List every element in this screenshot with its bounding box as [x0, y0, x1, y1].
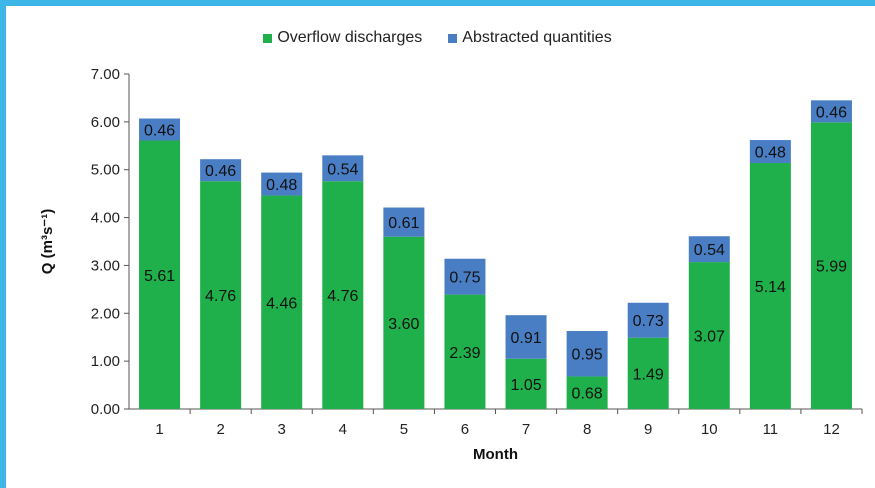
bar-abstracted: [688, 236, 730, 263]
y-tick-label: 7.00: [91, 66, 120, 83]
data-label-overflow: 4.76: [205, 288, 236, 305]
bar-overflow: [200, 181, 242, 409]
legend-label-abstracted: Abstracted quantities: [462, 29, 612, 46]
x-tick-label: 3: [278, 421, 286, 438]
data-label-abstracted: 0.46: [816, 104, 847, 121]
y-axis-title: Q (m³s⁻¹): [39, 209, 56, 274]
data-label-abstracted: 0.54: [327, 161, 358, 178]
data-label-abstracted: 0.48: [755, 145, 786, 162]
data-label-overflow: 3.07: [694, 329, 725, 346]
data-label-overflow: 3.60: [388, 316, 419, 333]
data-label-abstracted: 0.46: [205, 163, 236, 180]
bar-overflow: [688, 262, 730, 409]
data-label-abstracted: 0.95: [572, 347, 603, 364]
y-tick-label: 5.00: [91, 162, 120, 179]
bar-abstracted: [200, 159, 242, 182]
frame-top-border: [0, 0, 875, 6]
bar-abstracted: [444, 258, 486, 295]
data-label-overflow: 5.14: [755, 279, 786, 296]
data-label-abstracted: 0.75: [449, 270, 480, 287]
bar-overflow: [322, 181, 364, 409]
x-tick-label: 10: [701, 421, 718, 438]
legend-item-overflow: Overflow discharges: [263, 29, 422, 47]
data-label-abstracted: 0.91: [510, 330, 541, 347]
bar-abstracted: [627, 302, 669, 338]
data-label-overflow: 4.46: [266, 295, 297, 312]
y-tick-label: 0.00: [91, 401, 120, 418]
bar-abstracted: [261, 172, 303, 196]
data-label-overflow: 1.05: [510, 377, 541, 394]
bar-overflow: [810, 122, 852, 409]
bar-abstracted: [566, 330, 608, 377]
legend-label-overflow: Overflow discharges: [277, 29, 423, 46]
data-label-abstracted: 0.48: [266, 177, 297, 194]
data-label-abstracted: 0.46: [144, 123, 175, 140]
bar-abstracted: [383, 207, 425, 237]
x-tick-label: 5: [400, 421, 408, 438]
x-axis-title: Month: [473, 446, 518, 463]
chart-legend: Overflow discharges Abstracted quantitie…: [0, 29, 875, 47]
data-label-abstracted: 0.54: [694, 242, 725, 259]
y-tick-label: 3.00: [91, 257, 120, 274]
bar-overflow: [383, 236, 425, 409]
x-tick-label: 1: [155, 421, 163, 438]
bar-overflow: [627, 337, 669, 409]
legend-swatch-overflow: [263, 33, 273, 43]
bar-overflow: [139, 140, 181, 409]
bar-abstracted: [139, 118, 181, 141]
x-tick-label: 11: [763, 421, 779, 438]
y-tick-label: 6.00: [91, 114, 120, 131]
x-tick-label: 9: [644, 421, 652, 438]
x-tick-label: 7: [522, 421, 530, 438]
x-tick-label: 8: [583, 421, 591, 438]
x-tick-label: 12: [823, 421, 840, 438]
data-label-overflow: 0.68: [572, 386, 603, 403]
bar-overflow: [444, 294, 486, 409]
bar-overflow: [749, 163, 791, 409]
bar-overflow: [566, 376, 608, 409]
x-tick-label: 4: [339, 421, 347, 438]
bar-abstracted: [505, 315, 547, 359]
bar-abstracted: [810, 100, 852, 123]
bar-overflow: [505, 358, 547, 409]
y-tick-label: 1.00: [91, 353, 120, 370]
x-tick-label: 2: [216, 421, 224, 438]
frame-left-border: [0, 0, 6, 488]
y-tick-label: 4.00: [91, 210, 120, 227]
legend-swatch-abstracted: [448, 33, 458, 43]
legend-item-abstracted: Abstracted quantities: [448, 29, 612, 47]
data-label-overflow: 1.49: [633, 366, 664, 383]
bar-overflow: [261, 195, 303, 409]
data-label-overflow: 5.61: [144, 268, 175, 285]
y-tick-label: 2.00: [91, 305, 120, 322]
bar-abstracted: [749, 140, 791, 164]
data-label-overflow: 5.99: [816, 259, 847, 276]
data-label-abstracted: 0.61: [388, 215, 419, 232]
data-label-abstracted: 0.73: [633, 313, 664, 330]
data-label-overflow: 4.76: [327, 288, 358, 305]
x-tick-label: 6: [461, 421, 469, 438]
data-label-overflow: 2.39: [449, 345, 480, 362]
bar-abstracted: [322, 155, 364, 182]
